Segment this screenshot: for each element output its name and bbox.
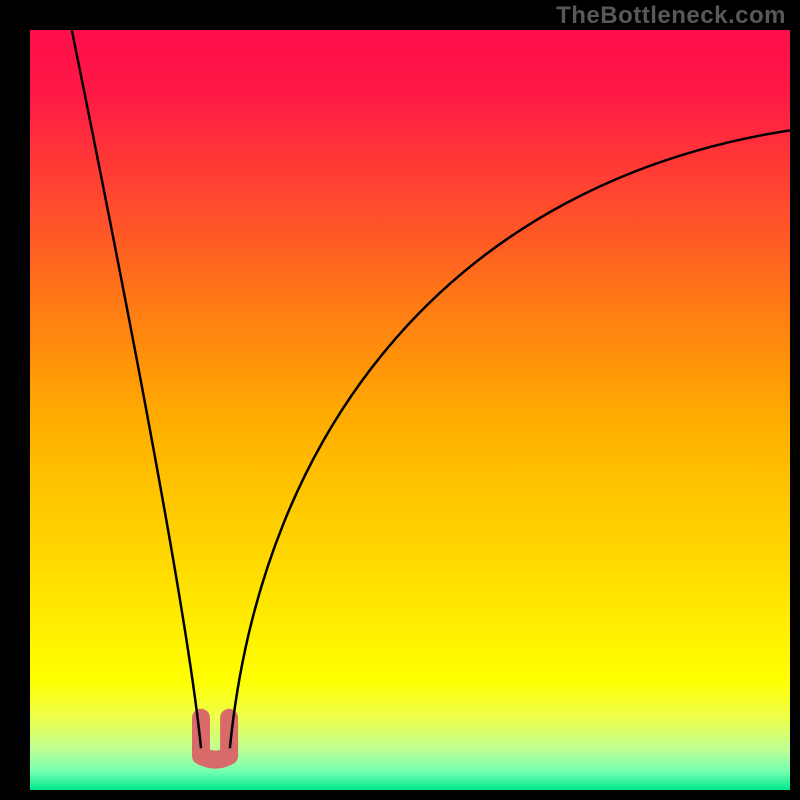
plot-area <box>30 30 790 790</box>
trough-marker <box>201 718 229 760</box>
right-curve <box>230 130 790 748</box>
curve-layer <box>30 30 790 790</box>
chart-container: TheBottleneck.com <box>0 0 800 800</box>
left-curve <box>72 30 201 748</box>
border-left <box>0 0 30 800</box>
border-right <box>790 0 800 800</box>
border-bottom <box>0 790 800 800</box>
watermark-text: TheBottleneck.com <box>556 2 786 30</box>
